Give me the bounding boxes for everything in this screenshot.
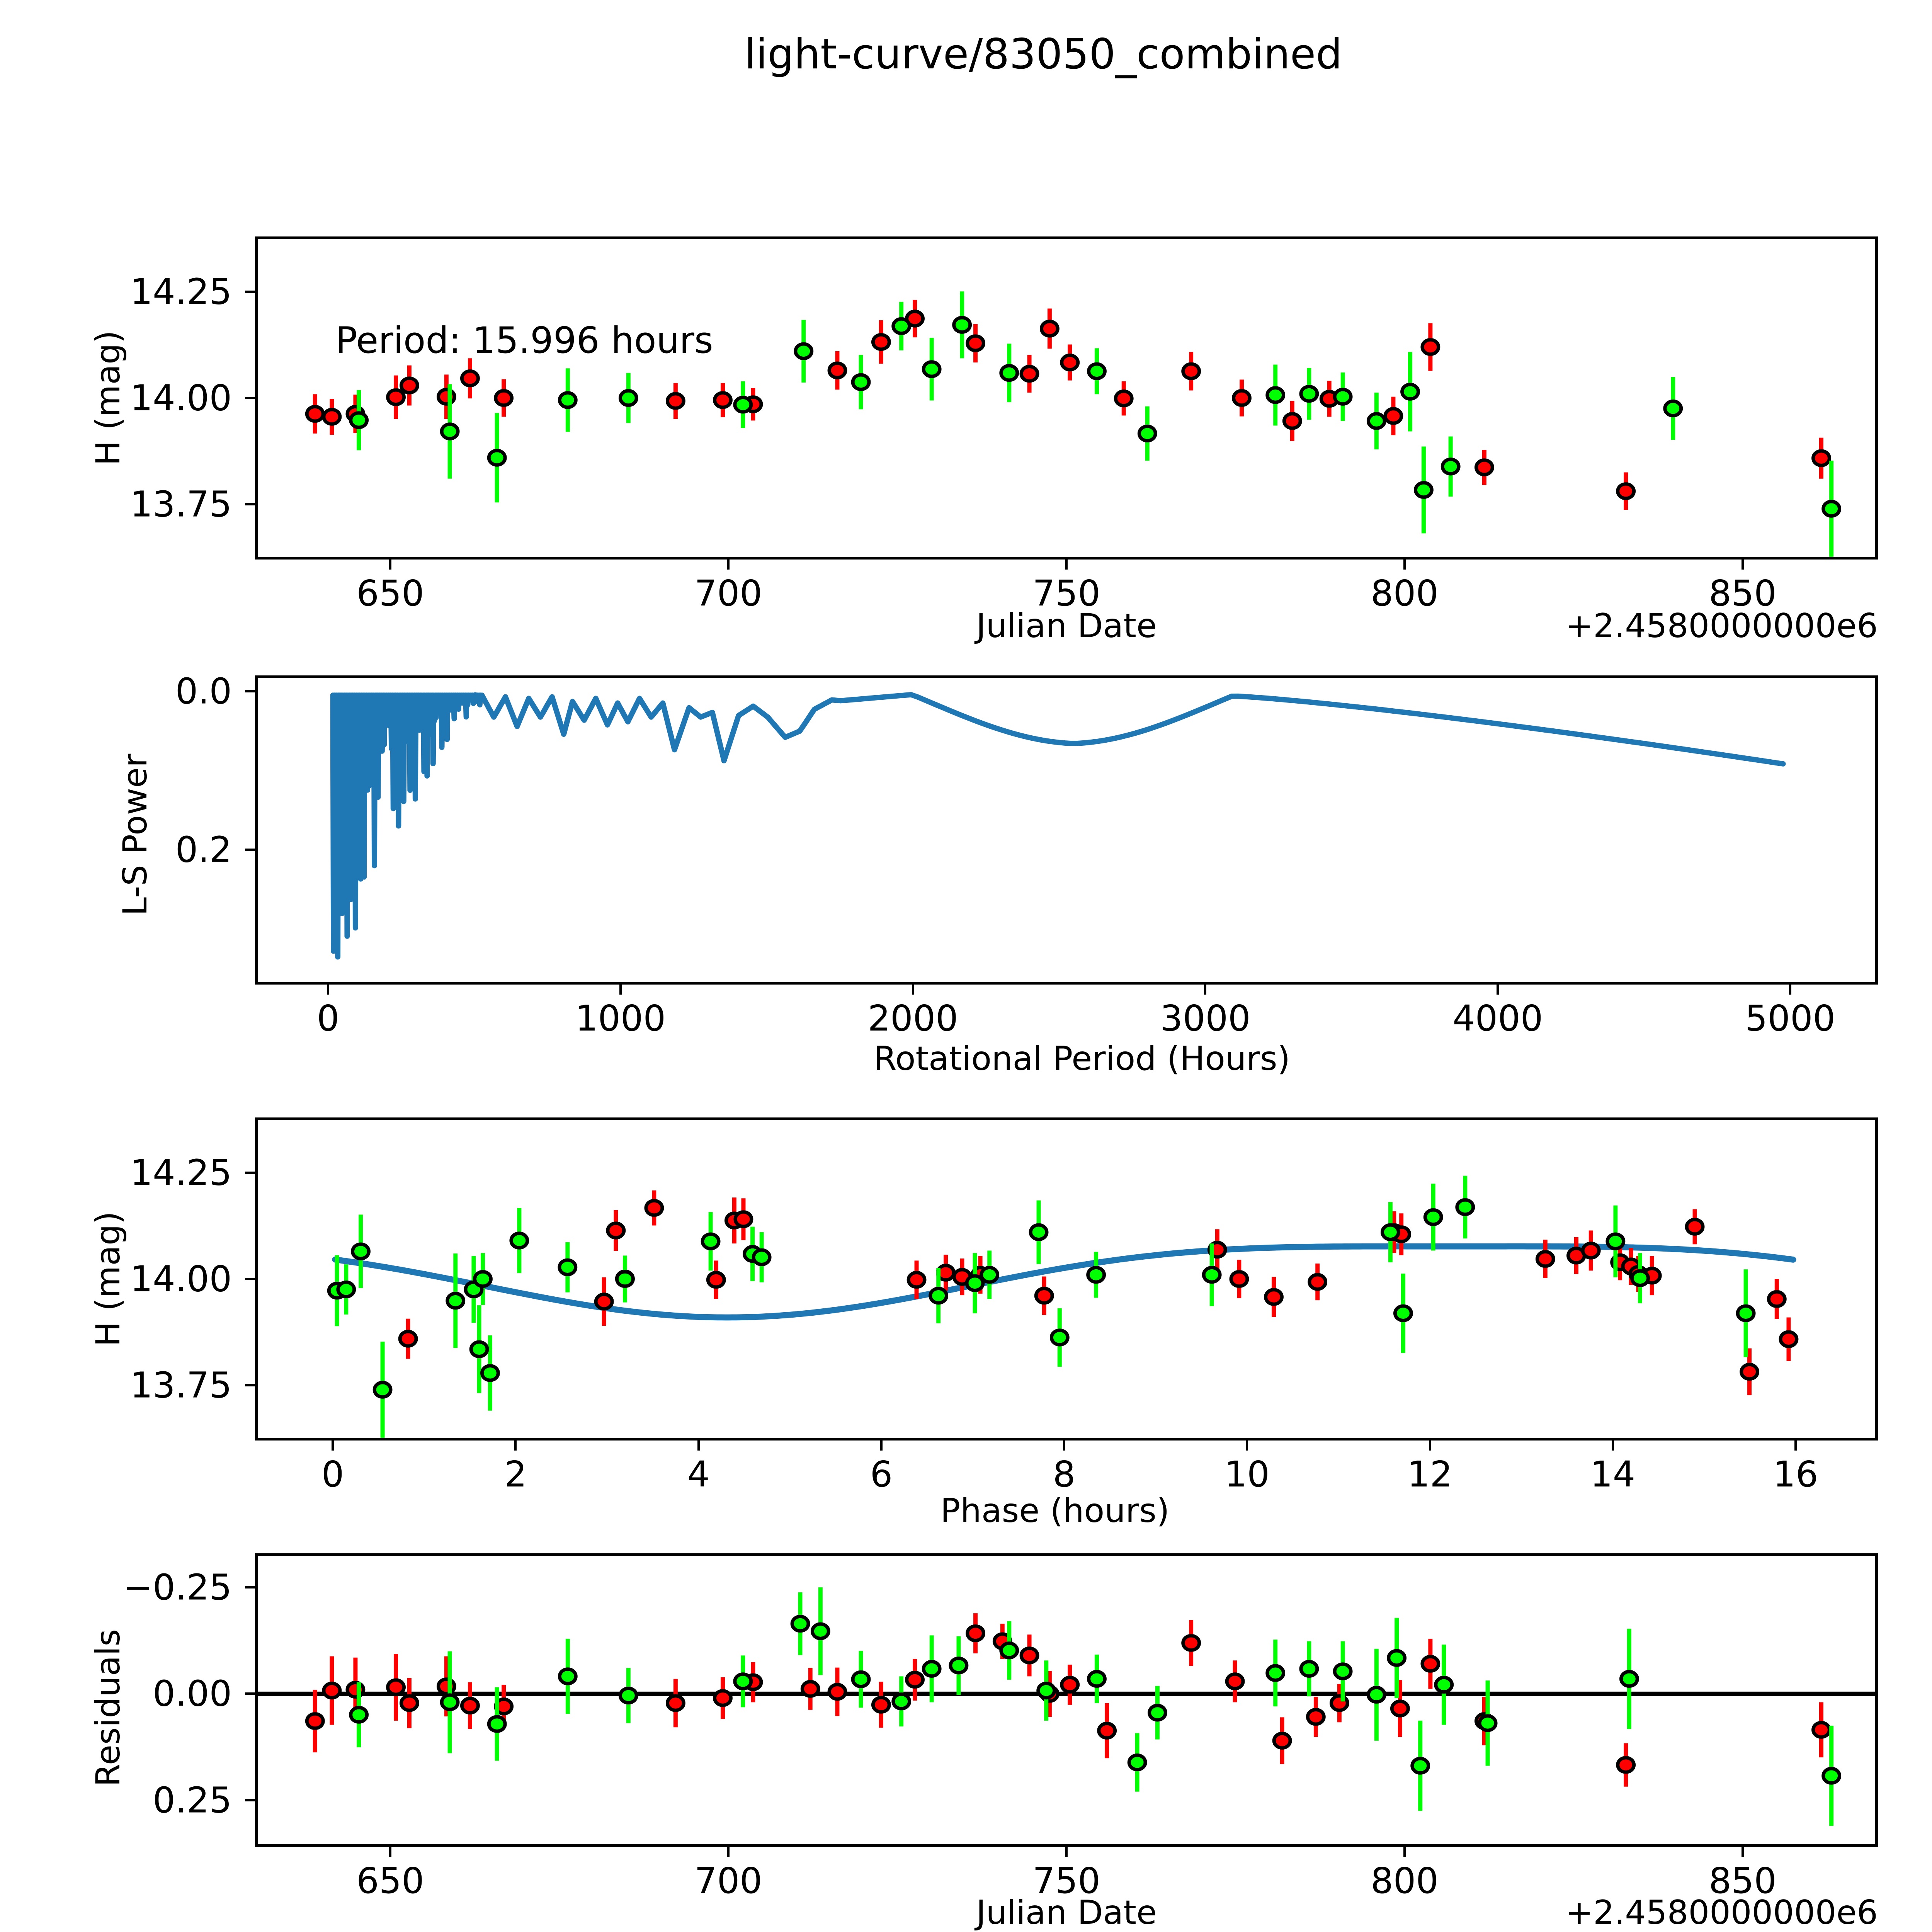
x-tick-label: 10 [1224,1454,1270,1495]
x-tick-mark [389,560,391,570]
x-tick-mark [389,1847,391,1857]
x-tick-label: 12 [1407,1454,1453,1495]
x-tick-label: 3000 [1160,998,1251,1039]
x-tick-mark [619,985,622,995]
y-tick-label: 0.25 [153,1779,232,1821]
y-tick-label: −0.25 [123,1566,232,1608]
x-tick-label: 800 [1371,1860,1439,1901]
y-tick-label: 0.2 [175,829,232,871]
x-tick-mark [514,1440,517,1451]
y-tick-label: 14.00 [130,377,232,419]
x-tick-mark [912,985,914,995]
series-green [349,1587,1842,1826]
x-tick-label: 16 [1773,1454,1818,1495]
x-tick-label: 1000 [575,998,666,1039]
y-tick-mark [245,690,255,693]
x-tick-mark [1246,1440,1248,1451]
x-tick-mark [1204,985,1207,995]
x-tick-label: 5000 [1745,998,1836,1039]
x-tick-mark [727,560,730,570]
y-tick-label: 14.25 [130,1152,232,1194]
residuals-x-axis-label: Julian Date [976,1893,1157,1932]
x-tick-label: 2 [504,1454,527,1495]
y-tick-label: 14.25 [130,271,232,313]
y-tick-mark [245,503,255,505]
periodogram-curve [330,692,1786,960]
x-tick-label: 650 [356,573,424,614]
x-tick-mark [1063,1440,1066,1451]
phase-model-curve [332,1243,1796,1321]
x-tick-label: 700 [694,1860,762,1901]
x-tick-mark [332,1440,334,1451]
x-tick-mark [1611,1440,1614,1451]
x-tick-label: 700 [694,573,762,614]
y-tick-mark [245,291,255,293]
x-tick-label: 850 [1709,573,1777,614]
periodogram-x-axis-label: Rotational Period (Hours) [873,1039,1291,1078]
phase-folded-panel [255,1117,1878,1440]
phase-folded-plot-area [327,1175,1799,1438]
x-tick-mark [880,1440,883,1451]
x-tick-label: 6 [870,1454,893,1495]
light-curve-x-offset-label: +2.4580000000e6 [1565,607,1878,645]
x-tick-mark [1065,1847,1068,1857]
x-tick-label: 2000 [867,998,958,1039]
series-red [305,1613,1831,1787]
y-tick-label: 0.00 [153,1673,232,1714]
x-tick-mark [1497,985,1499,995]
residuals-panel [255,1553,1878,1847]
y-tick-mark [245,1586,255,1589]
x-tick-mark [1742,560,1744,570]
y-tick-label: 0.0 [175,670,232,712]
y-tick-mark [245,1384,255,1386]
light-curve-x-axis-label: Julian Date [976,607,1157,645]
figure-title: light-curve/83050_combined [744,30,1342,78]
light-curve-plot-area [305,291,1842,557]
phase-folded-x-axis-label: Phase (hours) [940,1492,1170,1530]
y-tick-mark [245,1172,255,1174]
x-tick-mark [1794,1440,1797,1451]
residuals-plot-area [258,1587,1875,1826]
x-tick-label: 650 [356,1860,424,1901]
x-tick-label: 850 [1709,1860,1777,1901]
x-tick-mark [327,985,330,995]
series-red [305,299,1831,510]
series-red [398,1190,1799,1395]
x-tick-mark [1403,1847,1406,1857]
x-tick-mark [727,1847,730,1857]
x-tick-mark [1789,985,1791,995]
x-tick-label: 750 [1032,573,1100,614]
y-tick-label: 13.75 [130,1364,232,1406]
x-tick-label: 0 [316,998,340,1039]
y-tick-mark [245,1692,255,1695]
x-tick-label: 14 [1590,1454,1636,1495]
series-green [349,291,1842,557]
x-tick-label: 750 [1032,1860,1100,1901]
light-curve-panel [255,236,1878,560]
x-tick-label: 800 [1371,573,1439,614]
y-tick-mark [245,397,255,399]
series-green [327,1175,1756,1438]
residuals-x-offset-label: +2.4580000000e6 [1565,1893,1878,1932]
x-tick-mark [1403,560,1406,570]
x-tick-mark [1429,1440,1431,1451]
y-tick-label: 14.00 [130,1258,232,1300]
y-tick-mark [245,1278,255,1280]
y-tick-label: 13.75 [130,483,232,525]
x-tick-label: 8 [1053,1454,1076,1495]
x-tick-mark [697,1440,700,1451]
periodogram-plot-area [330,692,1786,960]
y-tick-mark [245,1799,255,1801]
x-tick-mark [1742,1847,1744,1857]
y-tick-mark [245,849,255,851]
x-tick-label: 0 [321,1454,344,1495]
x-tick-mark [1065,560,1068,570]
x-tick-label: 4 [687,1454,710,1495]
period-annotation: Period: 15.996 hours [335,320,713,362]
periodogram-panel [255,675,1878,985]
x-tick-label: 4000 [1452,998,1543,1039]
